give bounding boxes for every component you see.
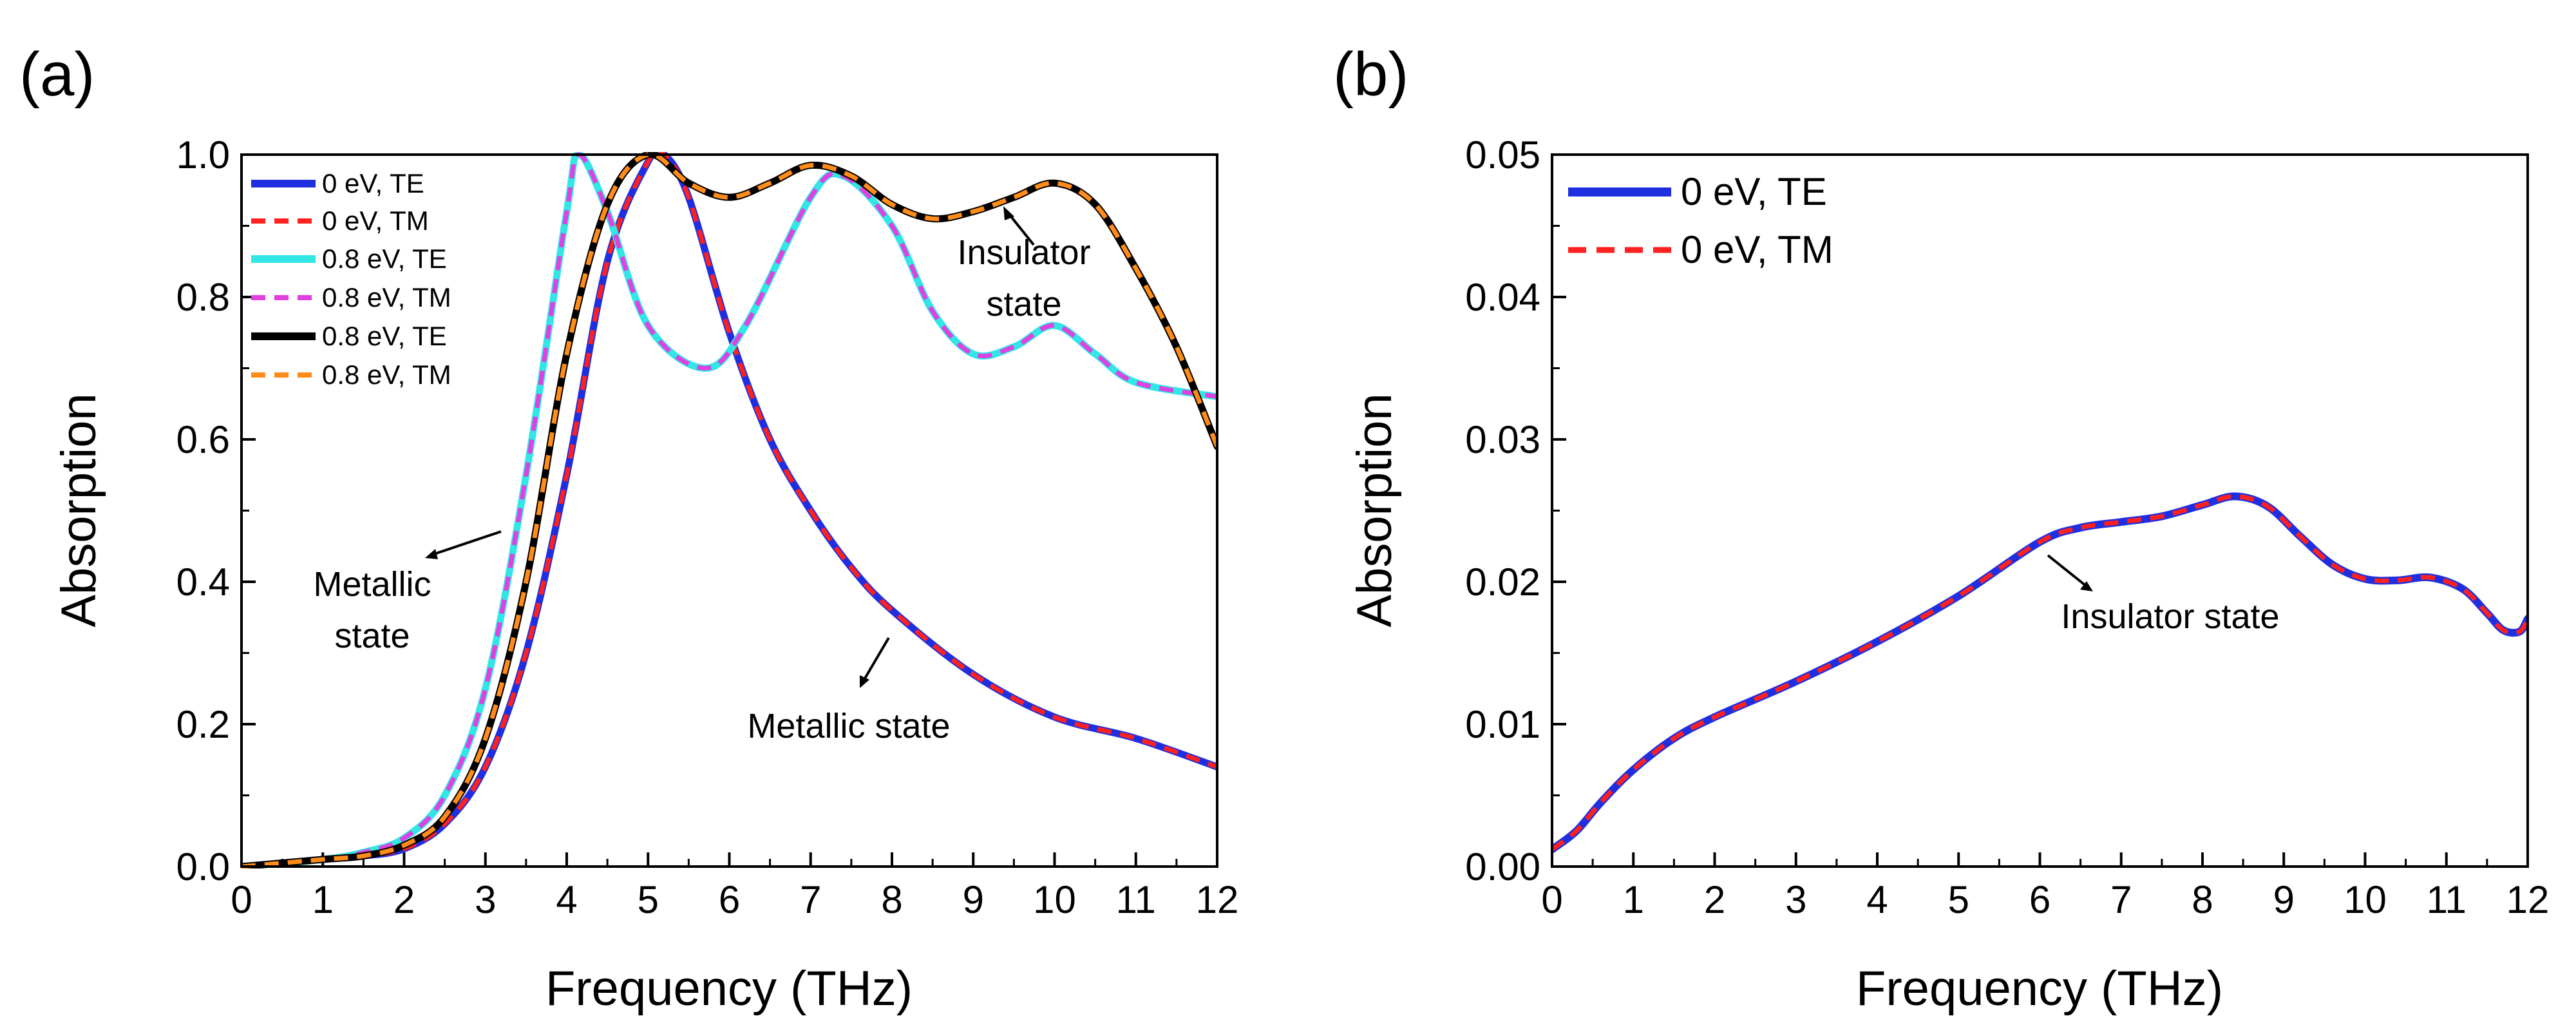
legend-a-label-2: 0.8 eV, TE xyxy=(322,244,447,274)
panel-b-plot-frame xyxy=(1551,153,2529,868)
panel-a-ytick-label: 1.0 xyxy=(176,133,230,177)
panel-b-xlabel: Frequency (THz) xyxy=(1856,961,2223,1016)
panel-a-ytick-label: 0.4 xyxy=(176,561,230,604)
panel-a-xtick-label: 3 xyxy=(475,878,496,921)
legend-a-label-5: 0.8 eV, TM xyxy=(322,360,451,390)
panel-a-xtick-label: 9 xyxy=(963,878,984,921)
panel-a: (a) 0 1 2 3 4 5 6 7 8 9 10 11 120.00.20.40.60.81.0 F… xyxy=(19,40,1238,1016)
annotation-metallic-state-arrow xyxy=(862,637,890,683)
legend-b-label-1: 0 eV, TM xyxy=(1681,228,1833,271)
panel-a-xtick-label: 4 xyxy=(556,878,577,921)
legend-b-label-0: 0 eV, TE xyxy=(1681,170,1827,213)
panel-a-xtick-label: 7 xyxy=(800,878,821,921)
annotation-metallic-arrowhead xyxy=(425,549,438,559)
annotation-metallic-line1: Metallic xyxy=(313,565,431,604)
annotation-insulator-arrow xyxy=(1007,211,1035,246)
legend-a-label-0: 0 eV, TE xyxy=(322,168,424,198)
panel-a-xtick-label: 12 xyxy=(1196,878,1239,921)
panel-a-plot-frame xyxy=(240,153,1218,868)
panel-b-series-1 xyxy=(1552,494,2528,852)
panel-a-xtick-label: 0 xyxy=(231,878,252,921)
panel-b-xtick-label: 3 xyxy=(1785,878,1806,921)
legend-a-label-1: 0 eV, TM xyxy=(322,206,429,236)
panel-a-ytick-label: 0.2 xyxy=(176,703,230,746)
panel-b-xtick-label: 6 xyxy=(2029,878,2050,921)
annotation-insulator-state-b-arrowhead xyxy=(2080,581,2093,591)
panel-a-xtick-label: 11 xyxy=(1116,878,1156,921)
annotation-insulator-line1: Insulator xyxy=(957,233,1090,272)
panel-a-series-5 xyxy=(242,152,1217,868)
annotation-insulator-state-b: Insulator state xyxy=(2061,597,2279,636)
panel-a-legend: 0 eV, TE 0 eV, TM 0.8 eV, TE 0.8 eV, TM … xyxy=(251,168,451,390)
panel-a-xtick-label: 1 xyxy=(312,878,334,921)
panel-b-ytick-label: 0.05 xyxy=(1465,133,1540,177)
panel-a-xtick-label: 8 xyxy=(881,878,902,921)
panel-a-ytick-label: 0.6 xyxy=(176,418,230,461)
panel-b-ylabel: Absorption xyxy=(1347,393,1402,627)
annotation-metallic-arrow xyxy=(430,530,502,557)
panel-b-label: (b) xyxy=(1333,40,1408,109)
panel-b-xtick-label: 5 xyxy=(1948,878,1969,921)
panel-a-xtick-label: 5 xyxy=(638,878,659,921)
annotation-insulator-line2: state xyxy=(986,285,1061,323)
panel-b-ytick-label: 0.04 xyxy=(1465,276,1540,319)
annotation-insulator-arrowhead xyxy=(1003,206,1014,220)
panel-b-legend: 0 eV, TE 0 eV, TM xyxy=(1568,170,1833,271)
annotation-metallic-state: Metallic state xyxy=(747,707,950,745)
panel-a-label: (a) xyxy=(19,40,95,109)
panel-a-annotations: Insulator state Metallic state Metallic … xyxy=(313,206,1091,745)
panel-b-xtick-label: 12 xyxy=(2506,878,2550,921)
panel-b-series-0 xyxy=(1552,492,2528,854)
panel-b-ytick-label: 0.03 xyxy=(1465,418,1540,461)
panel-a-xtick-label: 2 xyxy=(393,878,415,921)
panel-b-xtick-label: 4 xyxy=(1866,878,1888,921)
panel-b-xtick-label: 2 xyxy=(1704,878,1725,921)
legend-a-label-4: 0.8 eV, TE xyxy=(322,321,447,351)
panel-b-xtick-label: 7 xyxy=(2110,878,2132,921)
panel-b-xtick-label: 9 xyxy=(2273,878,2295,921)
annotation-insulator-state-b-arrow xyxy=(2047,554,2088,588)
panel-b-xtick-label: 8 xyxy=(2192,878,2213,921)
panel-a-ytick-label: 0.8 xyxy=(176,276,230,319)
panel-a-series-3 xyxy=(242,152,1217,868)
panel-a-xtick-label: 10 xyxy=(1033,878,1076,921)
panel-a-ylabel: Absorption xyxy=(52,393,106,627)
annotation-metallic-line2: state xyxy=(334,617,410,655)
panel-b-ytick-label: 0.00 xyxy=(1465,845,1540,888)
panel-b-ytick-label: 0.02 xyxy=(1465,561,1540,604)
panel-a-xtick-label: 6 xyxy=(719,878,740,921)
annotation-metallic-state-arrowhead xyxy=(860,675,869,688)
panel-b-ytick-label: 0.01 xyxy=(1465,703,1540,746)
panel-b: (b) 0 1 2 3 4 5 6 7 8 9 10 11 120.000.010.020.030.04… xyxy=(1333,40,2549,1016)
panel-a-ytick-label: 0.0 xyxy=(176,845,230,888)
panel-b-xtick-label: 11 xyxy=(2427,878,2467,921)
legend-a-label-3: 0.8 eV, TM xyxy=(322,282,451,312)
panel-a-xlabel: Frequency (THz) xyxy=(545,961,913,1016)
panel-b-annotations: Insulator state xyxy=(2047,554,2280,636)
panel-b-xtick-label: 1 xyxy=(1623,878,1644,921)
panel-b-xtick-label: 10 xyxy=(2344,878,2387,921)
panel-b-xtick-label: 0 xyxy=(1541,878,1562,921)
